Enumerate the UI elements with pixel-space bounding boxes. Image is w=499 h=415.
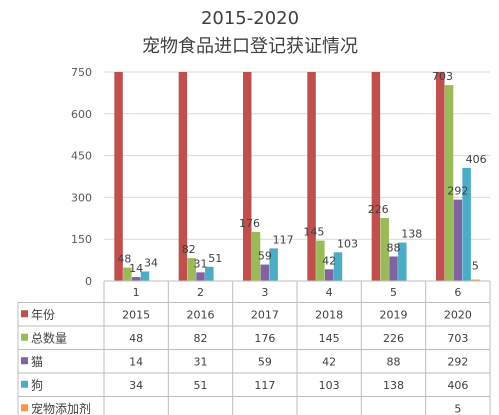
bar: [140, 271, 150, 281]
data-label: 103: [337, 237, 358, 250]
table-cell: 34: [129, 379, 143, 392]
y-tick-label: 150: [71, 233, 92, 246]
data-label: 31: [194, 257, 208, 270]
bars: [114, 72, 480, 281]
data-label: 117: [273, 233, 294, 246]
data-label: 51: [208, 252, 222, 265]
table-cell: 176: [254, 332, 275, 345]
y-tick-label: 300: [71, 191, 92, 204]
table-cell: 5: [454, 402, 461, 415]
data-label: 292: [447, 185, 468, 198]
x-category-label: 5: [390, 286, 397, 299]
table-cell: 31: [194, 355, 208, 368]
table-cell: 2016: [187, 308, 215, 321]
table-cell: 703: [447, 332, 468, 345]
data-label: 82: [182, 243, 196, 256]
x-category-label: 4: [326, 286, 333, 299]
legend-key: [21, 357, 28, 365]
bar: [123, 267, 132, 281]
table-cell: 59: [258, 355, 272, 368]
table-row-label: 狗: [31, 378, 43, 392]
y-tick-label: 450: [71, 150, 92, 163]
bar: [187, 258, 196, 281]
x-category-label: 6: [454, 286, 461, 299]
bar: [196, 272, 205, 281]
bar: [131, 277, 141, 281]
legend-key: [21, 404, 28, 412]
data-label: 59: [258, 250, 272, 263]
x-category-label: 2: [197, 286, 204, 299]
table-row-label: 年份: [31, 308, 55, 322]
table-cell: 48: [129, 332, 143, 345]
data-label: 176: [239, 217, 260, 230]
table-row-label: 宠物添加剂: [31, 401, 91, 415]
y-tick-label: 0: [85, 275, 92, 288]
data-label: 88: [387, 241, 401, 254]
table-cell: 2020: [444, 308, 472, 321]
table-cell: 82: [194, 332, 208, 345]
gridlines: [104, 71, 490, 282]
bar: [444, 85, 454, 281]
data-label: 138: [401, 228, 422, 241]
data-label: 5: [472, 260, 479, 273]
bar: [307, 72, 316, 281]
bar: [178, 72, 188, 281]
chart-title: 2015-2020: [201, 8, 299, 29]
table-cell: 226: [383, 332, 404, 345]
bar: [435, 72, 445, 281]
bar: [251, 231, 261, 281]
table-cell: 14: [129, 355, 143, 368]
bar: [316, 240, 325, 281]
table-cell: 88: [387, 355, 401, 368]
table-cell: 2019: [380, 308, 408, 321]
table-cell: 51: [194, 379, 208, 392]
bar: [462, 167, 471, 281]
data-label: 703: [432, 70, 453, 83]
bar: [333, 252, 343, 281]
bar: [380, 218, 389, 281]
legend-key: [21, 333, 28, 341]
legend-key: [21, 310, 28, 318]
data-label: 406: [466, 153, 487, 166]
table-cell: 292: [447, 355, 468, 368]
data-label: 42: [322, 254, 336, 267]
table-row-label: 总数量: [31, 330, 67, 345]
table-cell: 138: [383, 379, 404, 392]
bar: [453, 199, 463, 281]
table-row-label: 猫: [31, 355, 43, 369]
bar: [242, 72, 252, 281]
y-axis: 0 150 300 450 600 750: [71, 66, 92, 288]
table-cell: 42: [322, 355, 336, 368]
data-label: 145: [303, 226, 324, 239]
bar: [260, 264, 270, 281]
table-cell: 2017: [251, 308, 279, 321]
table-cell: 2018: [315, 308, 343, 321]
table-cell: 145: [319, 332, 340, 345]
bar: [389, 256, 398, 281]
data-label: 226: [368, 203, 389, 216]
x-category-label: 3: [261, 286, 268, 299]
bar: [205, 266, 214, 281]
y-tick-label: 750: [71, 66, 92, 79]
y-tick-label: 600: [71, 108, 92, 121]
data-label: 48: [117, 253, 131, 266]
table-cell: 2015: [122, 308, 150, 321]
table-cell: 117: [254, 379, 275, 392]
data-label: 14: [129, 262, 143, 275]
bar: [324, 269, 334, 281]
bar: [398, 242, 407, 281]
bar: [471, 279, 480, 281]
bar: [114, 72, 123, 281]
x-category-label: 1: [133, 286, 140, 299]
bar: [269, 248, 278, 281]
data-label: 34: [144, 257, 158, 270]
chart-subtitle: 宠物食品进口登记获证情况: [142, 36, 358, 57]
bar: [371, 72, 381, 281]
legend-key: [21, 380, 28, 388]
table-cell: 406: [447, 379, 468, 392]
table-cell: 103: [319, 379, 340, 392]
